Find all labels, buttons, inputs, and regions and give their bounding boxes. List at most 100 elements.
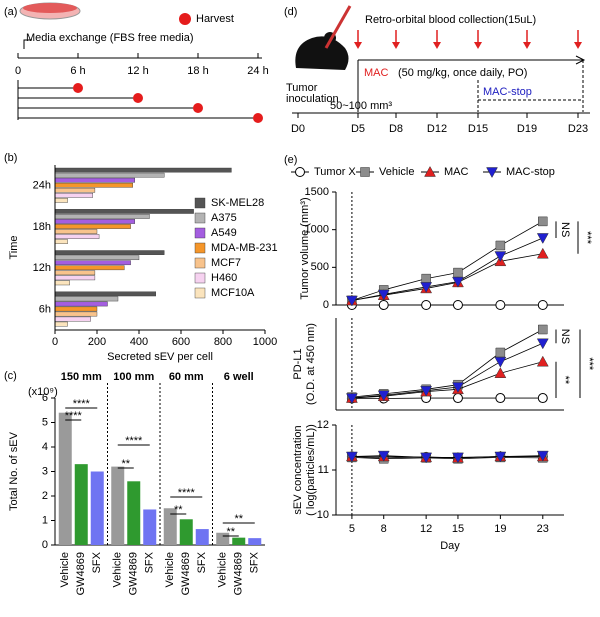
legend-label: MDA-MB-231 xyxy=(211,242,278,254)
significance-label: **** xyxy=(125,435,143,447)
bar xyxy=(54,224,131,229)
x-tick-label: GW4869 xyxy=(75,552,87,595)
arrowhead xyxy=(474,42,482,49)
x-tick-label: SFX xyxy=(144,551,156,573)
bar xyxy=(54,321,68,327)
legend-swatch xyxy=(194,242,206,254)
x-tick-label: Vehicle xyxy=(164,552,176,587)
marker xyxy=(295,167,305,177)
bar xyxy=(54,306,98,312)
legend-label: Tumor X xyxy=(314,166,356,178)
bar xyxy=(163,508,177,545)
annotation: (50 mg/kg, once daily, PO) xyxy=(398,67,527,79)
series-line xyxy=(351,253,543,301)
y-tick-label: 5 xyxy=(42,416,48,428)
legend-label: MAC xyxy=(444,166,469,178)
x-tick-label: 12 xyxy=(420,523,432,535)
x-tick-label: GW4869 xyxy=(233,552,245,595)
harvest-dot xyxy=(179,13,191,25)
y-axis-label: sEV concentration xyxy=(292,425,304,514)
marker xyxy=(452,452,464,464)
significance-label: NS xyxy=(559,329,571,344)
syringe xyxy=(324,5,352,49)
legend-label: A549 xyxy=(211,227,237,239)
marker xyxy=(421,300,432,310)
series-line xyxy=(351,342,543,399)
series-line xyxy=(351,237,543,301)
bar xyxy=(54,167,232,173)
y-tick-label: 4 xyxy=(42,441,48,453)
group-label: 150 mm xyxy=(61,371,102,383)
y-axis-label: ( log(particles/mL)) xyxy=(305,424,317,516)
marker xyxy=(452,382,464,394)
bar xyxy=(74,464,88,545)
marker xyxy=(420,282,433,293)
arrowhead xyxy=(523,42,531,49)
y-axis-label: Total No. of sEV xyxy=(8,431,20,511)
bar xyxy=(232,537,246,545)
tick-label: D0 xyxy=(291,123,305,135)
legend-label: MCF10A xyxy=(211,287,255,299)
bar xyxy=(54,192,93,198)
dish-cells xyxy=(23,3,77,13)
bar xyxy=(54,301,108,307)
series-line xyxy=(351,456,543,460)
arrow xyxy=(23,39,32,49)
group-label: 60 mm xyxy=(169,371,204,383)
bar xyxy=(54,219,136,224)
y-tick-label: 12 xyxy=(317,419,329,431)
annotation: Media exchange (FBS free media) xyxy=(26,32,194,44)
y-tick-label: 24h xyxy=(33,180,51,192)
bar xyxy=(54,214,150,219)
tick-label: D19 xyxy=(517,123,537,135)
x-tick-label: SFX xyxy=(196,551,208,573)
bar xyxy=(54,260,131,266)
marker xyxy=(424,165,436,177)
legend-label: SK-MEL28 xyxy=(211,197,264,209)
bar xyxy=(54,275,96,281)
bar xyxy=(54,296,119,302)
bar xyxy=(54,270,96,276)
significance-label: *** xyxy=(583,357,595,371)
mouse xyxy=(295,36,349,70)
bar xyxy=(54,229,98,234)
x-tick-label: SFX xyxy=(249,551,261,573)
significance-label: **** xyxy=(178,487,196,499)
x-tick-label: Vehicle xyxy=(59,552,71,587)
marker xyxy=(420,452,433,464)
marker xyxy=(495,300,506,310)
x-tick-label: 8 xyxy=(381,523,387,535)
bar xyxy=(54,291,157,297)
significance-label: ** xyxy=(559,376,571,385)
x-tick-label: SFX xyxy=(91,551,103,573)
marker xyxy=(536,247,549,259)
bar xyxy=(195,529,209,545)
legend-label: Vehicle xyxy=(379,166,414,178)
marker xyxy=(421,273,431,284)
y-tick-label: 10 xyxy=(317,509,329,521)
legend-label: H460 xyxy=(211,272,237,284)
series-line xyxy=(351,361,543,399)
x-tick-label: 15 xyxy=(452,523,464,535)
marker xyxy=(495,240,506,251)
legend-swatch xyxy=(194,227,206,239)
marker xyxy=(494,367,507,378)
y-tick-label: 18h xyxy=(33,221,51,233)
x-tick-label: 1000 xyxy=(253,336,277,348)
legend-label: A375 xyxy=(211,212,237,224)
tick-label: D12 xyxy=(427,123,447,135)
marker xyxy=(536,450,549,462)
y-axis-label: (O.D. at 450 nm) xyxy=(305,323,317,405)
bar xyxy=(54,316,91,322)
significance-label: ** xyxy=(121,458,130,470)
bar xyxy=(58,412,72,545)
significance-label: **** xyxy=(73,398,91,410)
arrowhead xyxy=(574,42,582,49)
x-tick-label: Vehicle xyxy=(217,552,229,587)
y-tick-label: 1000 xyxy=(305,224,329,236)
x-tick-label: Vehicle xyxy=(112,552,124,587)
y-tick-label: 11 xyxy=(318,464,329,476)
bar xyxy=(179,519,193,545)
panel-label: (a) xyxy=(4,6,17,18)
y-axis-label: Tumor volume (mm³) xyxy=(299,197,311,299)
